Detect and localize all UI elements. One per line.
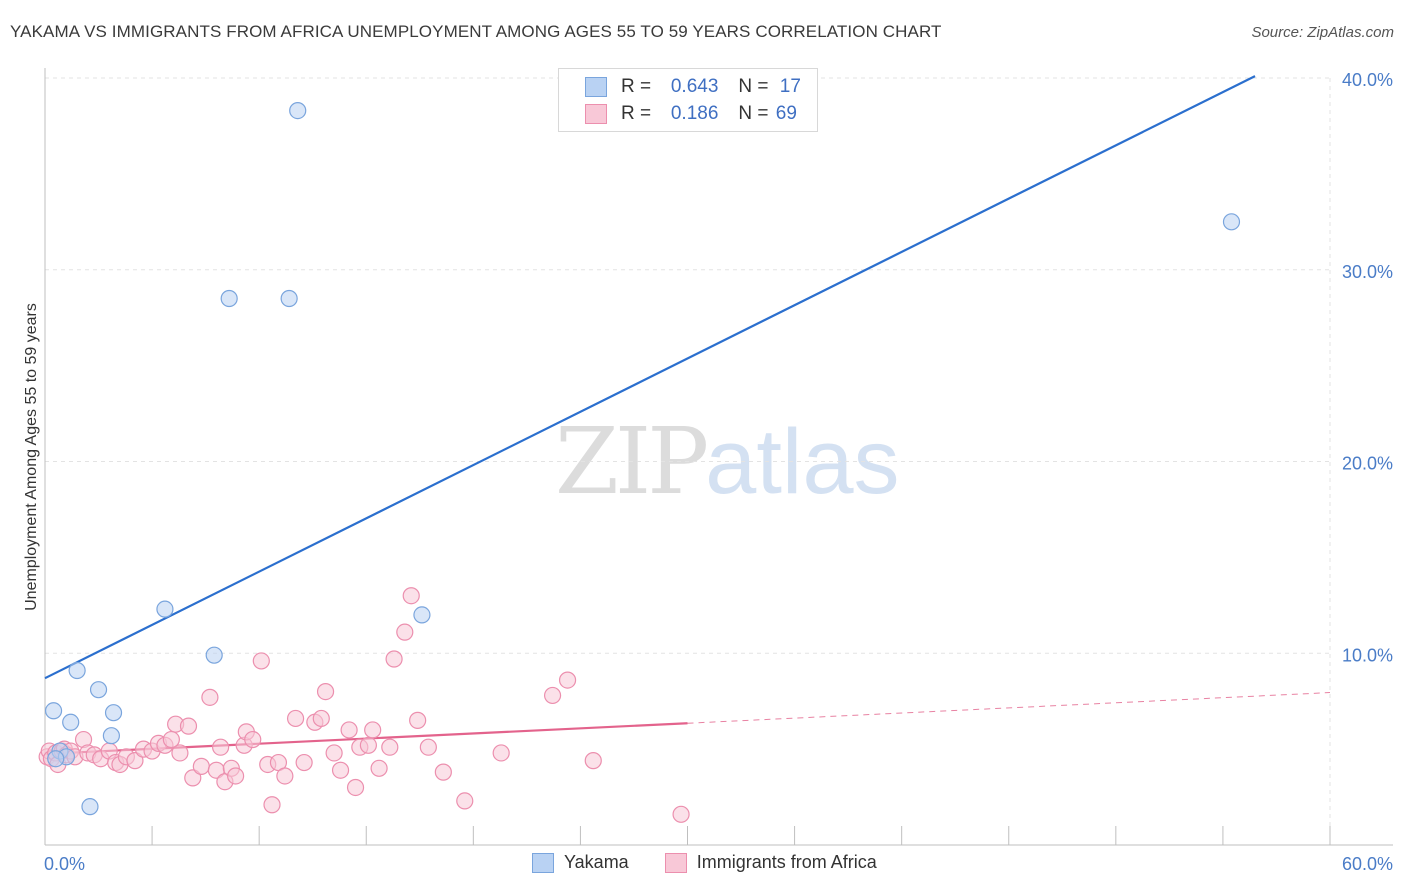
point-yakama: [104, 704, 123, 722]
point-yakama: [156, 600, 174, 618]
point-yakama: [62, 713, 80, 731]
legend-n-value-yakama: 17: [779, 76, 801, 97]
chart-title: YAKAMA VS IMMIGRANTS FROM AFRICA UNEMPLO…: [10, 22, 942, 41]
point-africa: [252, 652, 270, 670]
correlation-legend: R = 0.643 N = 17 R = 0.186 N = 69: [558, 68, 818, 132]
legend-row-africa: R = 0.186 N = 69: [585, 102, 797, 126]
data-points: [38, 101, 1241, 823]
source-label: Source: ZipAtlas.com: [1251, 24, 1394, 41]
y-tick-label: 30.0%: [1342, 262, 1393, 282]
watermark-atlas: atlas: [705, 411, 900, 513]
point-africa: [212, 738, 230, 756]
legend-r-value-yakama: 0.643: [670, 76, 719, 97]
trend-lines: [44, 75, 1331, 756]
legend-n-value-africa: 69: [775, 103, 797, 124]
x-tick-label: 0.0%: [44, 854, 85, 874]
point-africa: [584, 752, 602, 770]
point-africa: [171, 744, 189, 762]
point-yakama: [44, 702, 63, 720]
point-yakama: [102, 727, 120, 745]
point-africa: [295, 753, 313, 772]
point-yakama: [81, 798, 99, 816]
tick-labels: 10.0% 20.0% 30.0% 40.0% 0.0% 60.0%: [44, 70, 1393, 874]
gridlines: [45, 77, 1331, 845]
point-africa: [543, 686, 562, 705]
point-africa: [359, 736, 377, 754]
point-africa: [396, 623, 414, 641]
point-africa: [276, 767, 294, 785]
point-yakama: [205, 646, 223, 664]
x-tick-label: 60.0%: [1342, 854, 1393, 874]
legend-n-label: N =: [738, 76, 769, 97]
series-label-yakama: Yakama: [564, 852, 629, 872]
point-africa: [558, 671, 577, 689]
point-africa: [325, 744, 343, 762]
point-africa: [409, 711, 427, 729]
point-yakama: [280, 289, 298, 308]
series-legend: Yakama Immigrants from Africa: [532, 852, 913, 873]
point-africa: [331, 761, 350, 779]
point-yakama: [47, 750, 65, 768]
point-africa: [456, 792, 474, 810]
legend-row-yakama: R = 0.643 N = 17: [585, 75, 801, 99]
point-africa: [316, 682, 335, 701]
axes: [44, 68, 1393, 846]
point-africa: [672, 805, 690, 823]
point-africa: [492, 744, 510, 762]
point-africa: [244, 730, 262, 749]
point-yakama: [220, 289, 238, 308]
point-africa: [179, 717, 198, 735]
watermark: ZIPatlas: [555, 408, 900, 515]
point-africa: [263, 796, 281, 814]
y-tick-label: 10.0%: [1342, 645, 1393, 665]
trend-line-extension-africa: [687, 692, 1331, 724]
point-africa: [192, 757, 210, 775]
point-africa: [346, 778, 365, 797]
point-africa: [364, 721, 382, 739]
point-yakama: [89, 681, 108, 699]
series-swatch-yakama: [532, 852, 554, 873]
y-tick-label: 40.0%: [1342, 70, 1393, 90]
point-africa: [312, 709, 330, 728]
legend-swatch-yakama: [585, 77, 607, 97]
legend-swatch-africa: [585, 104, 607, 124]
trend-line-yakama: [44, 75, 1256, 680]
point-africa: [370, 759, 388, 777]
legend-r-value-africa: 0.186: [670, 103, 719, 124]
point-africa: [381, 738, 399, 756]
point-africa: [419, 738, 437, 756]
point-africa: [434, 763, 452, 781]
point-yakama: [413, 606, 431, 624]
point-africa: [227, 767, 245, 785]
point-africa: [286, 709, 305, 728]
point-yakama: [68, 661, 86, 680]
series-legend-africa: Immigrants from Africa: [664, 852, 877, 873]
series-legend-yakama: Yakama: [532, 852, 629, 873]
legend-n-label: N =: [738, 103, 769, 124]
point-africa: [402, 587, 420, 605]
legend-r-label: R =: [621, 76, 652, 97]
point-africa: [126, 752, 144, 770]
series-label-africa: Immigrants from Africa: [696, 852, 877, 872]
point-yakama: [1222, 213, 1241, 231]
series-swatch-africa: [664, 852, 687, 873]
point-africa: [184, 769, 202, 787]
point-africa: [385, 650, 403, 668]
point-yakama: [289, 101, 307, 120]
y-tick-label: 20.0%: [1342, 454, 1393, 474]
point-africa: [201, 688, 219, 706]
legend-r-label: R =: [621, 103, 652, 124]
point-africa: [340, 721, 358, 739]
